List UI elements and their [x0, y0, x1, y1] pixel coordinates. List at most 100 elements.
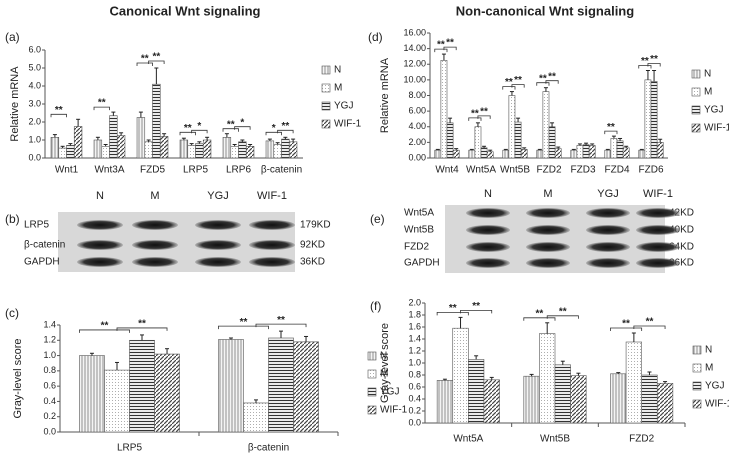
significance-bracket [523, 317, 556, 321]
panel-label: (d) [368, 30, 383, 44]
size-label: 92KD [300, 240, 325, 251]
bar [116, 135, 126, 159]
significance-bracket [604, 130, 618, 135]
y-tick-label: 0.2 [408, 405, 421, 415]
significance-bracket [191, 129, 208, 134]
bar [265, 140, 275, 159]
y-tick-label: 0.6 [43, 381, 56, 391]
y-tick-label: 4.0 [28, 80, 41, 90]
significance-bracket [546, 315, 579, 319]
bar [588, 145, 596, 159]
bar [548, 126, 556, 159]
bar [218, 339, 244, 433]
significance: ** [446, 38, 454, 49]
blot-band [586, 225, 630, 235]
blot-band [526, 225, 570, 235]
y-tick-label: 1.0 [43, 350, 56, 360]
blot-band [77, 240, 123, 250]
significance-bracket [277, 129, 294, 134]
bar [582, 144, 590, 159]
x-tick-label: Wnt5A [466, 165, 496, 176]
row-label: LRP5 [24, 220, 49, 231]
legend-swatch [692, 381, 702, 391]
legend-label: M [380, 369, 388, 380]
y-tick-label: 0.0 [408, 417, 421, 427]
bar [222, 137, 232, 159]
y-tick-label: 1.0 [28, 134, 41, 144]
legend-swatch [367, 387, 377, 397]
row-label: FZD2 [404, 242, 429, 253]
x-tick-label: Wnt5B [540, 434, 570, 445]
y-tick-label: 8.00 [408, 90, 426, 100]
significance: ** [98, 98, 106, 109]
blot-band [132, 220, 178, 230]
blot-band [586, 208, 630, 218]
x-tick-label: FZD3 [571, 165, 596, 176]
legend-label: WIF-1 [380, 405, 408, 416]
bar [101, 146, 110, 159]
bar [542, 91, 550, 159]
panel-label: (e) [370, 212, 385, 226]
blot-band [636, 208, 680, 218]
bar [502, 149, 510, 159]
bar [523, 375, 540, 424]
blot-band [526, 242, 570, 252]
legend-label: M [704, 87, 712, 98]
y-tick-label: 0.6 [408, 381, 421, 391]
significance: ** [471, 108, 479, 119]
blot-band [132, 240, 178, 250]
significance-bracket [502, 86, 516, 90]
y-tick-label: 0.00 [408, 152, 426, 162]
blot-band [466, 208, 510, 218]
significance: ** [505, 77, 513, 88]
y-tick-label: 1.6 [408, 321, 421, 331]
bar [480, 147, 488, 159]
bar [179, 139, 189, 159]
size-label: 42KD [669, 208, 694, 219]
significance-bracket [460, 310, 493, 314]
legend-label: YGJ [334, 101, 353, 112]
significance: ** [646, 317, 654, 328]
legend-swatch [692, 363, 702, 373]
row-label: Wnt5B [404, 225, 434, 236]
x-tick-label: FZD2 [629, 434, 654, 445]
legend-label: YGJ [705, 381, 724, 392]
legend-label: M [705, 363, 713, 374]
significance: ** [650, 54, 658, 65]
size-label: 64KD [669, 242, 694, 253]
significance: ** [472, 301, 480, 312]
bar [144, 141, 153, 159]
significance: ** [277, 315, 285, 326]
x-tick-label: FZD5 [140, 165, 165, 176]
bar [109, 115, 118, 159]
y-tick-label: 5.0 [28, 62, 41, 72]
y-tick-label: 1.0 [408, 357, 421, 367]
legend-swatch [691, 105, 701, 115]
lane-label: YGJ [597, 188, 618, 200]
legend-swatch [321, 65, 331, 75]
significance: ** [514, 75, 522, 86]
lane-label: M [543, 188, 552, 200]
y-tick-label: 1.4 [43, 319, 56, 329]
legend-swatch [367, 405, 377, 415]
bar [468, 149, 476, 159]
bar [474, 126, 482, 159]
bar [520, 149, 528, 159]
row-label: GAPDH [24, 257, 60, 268]
y-tick-label: 4.00 [408, 121, 426, 131]
legend-swatch [691, 69, 701, 79]
significance: ** [622, 319, 630, 330]
y-axis-label: Relative mRNA [9, 66, 21, 142]
significance-bracket [477, 115, 491, 119]
legend-swatch [367, 369, 377, 379]
bar [554, 364, 571, 424]
y-axis-label: Relative mRNA [379, 57, 391, 133]
significance: ** [141, 54, 149, 65]
legend-label: N [334, 65, 341, 76]
significance-bracket [255, 323, 307, 328]
y-tick-label: 6.0 [28, 44, 41, 54]
chart-title: Non-canonical Wnt signaling [456, 3, 634, 18]
blot-band [249, 257, 295, 267]
significance: ** [152, 52, 160, 63]
y-tick-label: 0.4 [408, 393, 421, 403]
